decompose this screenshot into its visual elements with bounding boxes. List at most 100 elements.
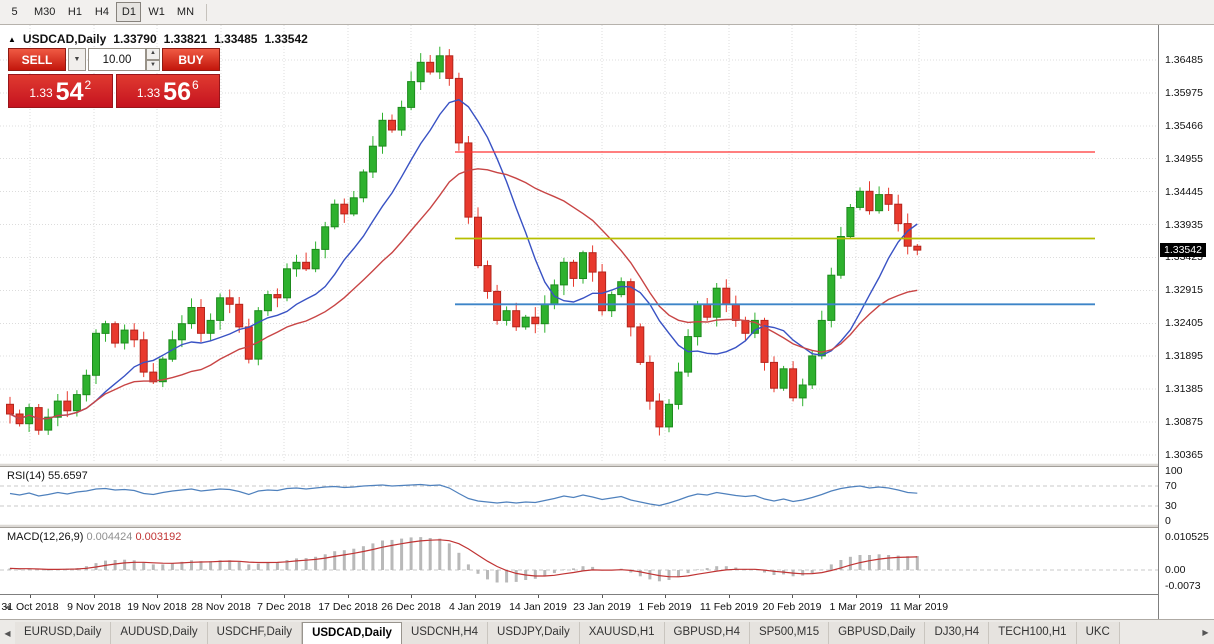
chart-marker-icon: ▲	[8, 34, 16, 44]
rsi-value: 55.6597	[47, 470, 88, 482]
buy-price-display[interactable]: 1.33 56 6	[115, 74, 220, 108]
price-axis-label: 1.32915	[1165, 284, 1203, 296]
pane-splitter[interactable]	[0, 524, 1214, 528]
date-tick	[30, 595, 31, 598]
date-axis-label: 20 Feb 2019	[762, 601, 822, 613]
date-tick	[221, 595, 222, 598]
date-tick	[538, 595, 539, 598]
timeframe-button-d1[interactable]: D1	[116, 2, 142, 22]
chart-tab-tech100-h1[interactable]: TECH100,H1	[989, 622, 1077, 644]
current-price-badge: 1.33542	[1160, 243, 1206, 257]
timeframe-button-m30[interactable]: M30	[29, 2, 60, 22]
chart-tab-usdjpy-daily[interactable]: USDJPY,Daily	[488, 622, 580, 644]
chevron-down-icon: ▼	[73, 56, 81, 63]
date-axis-label: 17 Dec 2018	[318, 601, 378, 613]
timeframe-button-5[interactable]: 5	[2, 2, 27, 22]
chart-tab-bar: ◀ EURUSD,Daily AUDUSD,Daily USDCHF,Daily US…	[0, 619, 1214, 644]
price-axis-label: 1.35975	[1165, 87, 1203, 99]
price-axis-label: 1.30365	[1165, 449, 1203, 461]
price-axis[interactable]: 1.33542 1.36485 1.35975 1.35466 1.34955 1.34…	[1158, 25, 1214, 619]
price-axis-label: 1.33935	[1165, 219, 1203, 231]
chart-tab-sp500-m15[interactable]: SP500,M15	[750, 622, 830, 644]
main-price-canvas[interactable]	[0, 25, 1158, 463]
volume-input[interactable]	[88, 48, 146, 71]
date-axis-label: 9 Nov 2018	[67, 601, 121, 613]
volume-dropdown-button[interactable]: ▼	[68, 48, 86, 71]
rsi-level-label: 0	[1165, 515, 1171, 527]
rsi-level-label: 100	[1165, 465, 1183, 477]
buy-price-point: 6	[191, 78, 199, 92]
chart-tab-dj30-h4[interactable]: DJ30,H4	[925, 622, 990, 644]
date-axis-label: 28 Nov 2018	[191, 601, 251, 613]
timeframe-button-w1[interactable]: W1	[143, 2, 170, 22]
volume-up-button[interactable]: ▲	[146, 48, 160, 60]
chart-window: ▲ USDCAD,Daily 1.33790 1.33821 1.33485 1…	[0, 25, 1214, 619]
spin-up-icon: ▲	[150, 50, 156, 57]
rsi-level-label: 70	[1165, 480, 1177, 492]
chart-tab-gbpusd-h4[interactable]: GBPUSD,H4	[664, 622, 750, 644]
tab-scroll-right-button[interactable]: ▶	[1198, 622, 1213, 643]
date-tick	[856, 595, 857, 598]
spin-down-icon: ▼	[150, 61, 156, 68]
date-axis-label: 19 Nov 2018	[127, 601, 187, 613]
macd-canvas[interactable]	[0, 528, 1158, 594]
sell-price-display[interactable]: 1.33 54 2	[8, 74, 113, 108]
date-tick	[94, 595, 95, 598]
sell-button[interactable]: SELL	[8, 48, 66, 71]
chart-title: ▲ USDCAD,Daily 1.33790 1.33821 1.33485 1…	[8, 32, 308, 46]
chart-tab-ukc[interactable]: UKC	[1076, 622, 1120, 644]
chart-tab-eurusd-daily[interactable]: EURUSD,Daily	[15, 622, 112, 644]
chart-tab-xauusd-h1[interactable]: XAUUSD,H1	[579, 622, 665, 644]
rsi-canvas[interactable]	[0, 467, 1158, 524]
sell-price-pips: 54	[55, 78, 84, 106]
timeframe-button-h4[interactable]: H4	[89, 2, 114, 22]
timeframe-toolbar: 5 M30 H1 H4 D1 W1 MN	[0, 0, 1214, 25]
timeframe-button-h1[interactable]: H1	[62, 2, 87, 22]
rsi-name: RSI(14)	[7, 470, 45, 482]
chart-tab-usdchf-daily[interactable]: USDCHF,Daily	[207, 622, 303, 644]
one-click-trading-panel: SELL ▼ ▲ ▼ BUY 1.33 54 2	[8, 48, 220, 108]
date-tick	[157, 595, 158, 598]
chart-tab-gbpusd-daily[interactable]: GBPUSD,Daily	[829, 622, 926, 644]
macd-level-label: 0.00	[1165, 564, 1186, 576]
price-axis-label: 1.30875	[1165, 416, 1203, 428]
date-axis[interactable]: ◄ 31 Oct 2018 9 Nov 2018 19 Nov 2018 28 Nov…	[0, 594, 1158, 619]
date-tick	[665, 595, 666, 598]
bar-open-value: 1.33790	[113, 32, 157, 46]
rsi-indicator-label: RSI(14) 55.6597	[7, 470, 88, 482]
date-axis-label: 7 Dec 2018	[257, 601, 311, 613]
price-axis-label: 1.34445	[1165, 186, 1203, 198]
date-axis-label: 1 Feb 2019	[638, 601, 692, 613]
macd-name: MACD(12,26,9)	[7, 531, 84, 543]
date-tick	[792, 595, 793, 598]
date-axis-label: 26 Dec 2018	[381, 601, 441, 613]
date-axis-label: 4 Jan 2019	[449, 601, 501, 613]
tab-scroll-left-button[interactable]: ◀	[0, 623, 15, 644]
chart-tab-usdcnh-h4[interactable]: USDCNH,H4	[401, 622, 489, 644]
macd-level-label: -0.0073	[1165, 580, 1201, 592]
date-tick	[411, 595, 412, 598]
volume-down-button[interactable]: ▼	[146, 59, 160, 71]
chart-tab-audusd-daily[interactable]: AUDUSD,Daily	[111, 622, 208, 644]
rsi-level-label: 30	[1165, 500, 1177, 512]
chart-tab-usdcad-daily[interactable]: USDCAD,Daily	[302, 622, 402, 644]
macd-main-value: 0.004424	[86, 531, 133, 543]
scroll-left-icon: ◄	[3, 602, 12, 612]
pane-splitter[interactable]	[0, 463, 1214, 467]
buy-price-pips: 56	[163, 78, 191, 106]
date-axis-label: 14 Jan 2019	[509, 601, 567, 613]
macd-indicator-label: MACD(12,26,9) 0.004424 0.003192	[7, 531, 182, 543]
toolbar-separator	[206, 3, 208, 21]
date-axis-label: 23 Jan 2019	[573, 601, 631, 613]
macd-level-label: 0.010525	[1165, 531, 1209, 543]
price-axis-label: 1.35466	[1165, 120, 1203, 132]
price-axis-label: 1.31895	[1165, 350, 1203, 362]
chart-symbol-label: USDCAD,Daily	[22, 32, 107, 46]
buy-price-prefix: 1.33	[136, 86, 161, 100]
timeframe-button-mn[interactable]: MN	[172, 2, 199, 22]
price-axis-label: 1.32405	[1165, 317, 1203, 329]
buy-button[interactable]: BUY	[162, 48, 220, 71]
macd-signal-value: 0.003192	[135, 531, 182, 543]
date-tick	[475, 595, 476, 598]
